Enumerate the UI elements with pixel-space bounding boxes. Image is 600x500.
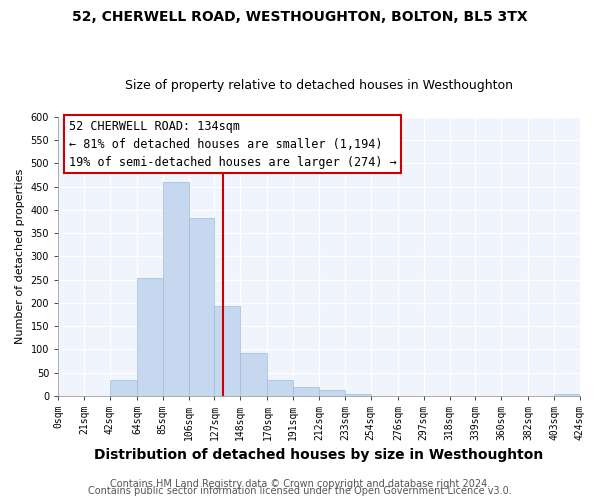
Bar xyxy=(214,306,241,396)
Bar xyxy=(188,218,214,396)
Text: Contains public sector information licensed under the Open Government Licence v3: Contains public sector information licen… xyxy=(88,486,512,496)
Bar xyxy=(345,394,371,396)
Y-axis label: Number of detached properties: Number of detached properties xyxy=(15,168,25,344)
Bar xyxy=(137,278,163,396)
Text: Contains HM Land Registry data © Crown copyright and database right 2024.: Contains HM Land Registry data © Crown c… xyxy=(110,479,490,489)
Bar xyxy=(554,394,580,396)
Bar xyxy=(163,182,188,396)
Bar xyxy=(241,353,268,396)
Title: Size of property relative to detached houses in Westhoughton: Size of property relative to detached ho… xyxy=(125,79,513,92)
Text: 52, CHERWELL ROAD, WESTHOUGHTON, BOLTON, BL5 3TX: 52, CHERWELL ROAD, WESTHOUGHTON, BOLTON,… xyxy=(72,10,528,24)
Text: 52 CHERWELL ROAD: 134sqm
← 81% of detached houses are smaller (1,194)
19% of sem: 52 CHERWELL ROAD: 134sqm ← 81% of detach… xyxy=(68,120,397,168)
Bar xyxy=(268,380,293,396)
X-axis label: Distribution of detached houses by size in Westhoughton: Distribution of detached houses by size … xyxy=(94,448,544,462)
Bar xyxy=(110,380,137,396)
Bar xyxy=(319,390,345,396)
Bar xyxy=(293,386,319,396)
